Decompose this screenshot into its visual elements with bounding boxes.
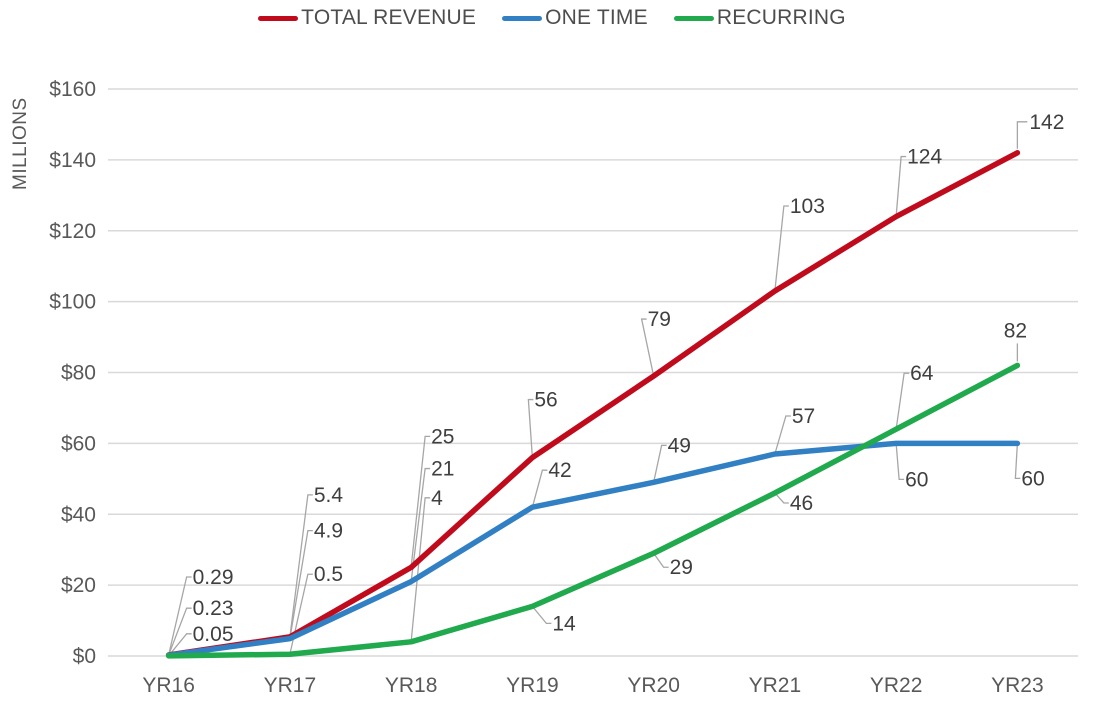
- data-label: 4.9: [314, 520, 343, 543]
- x-tick-label: YR19: [506, 674, 559, 697]
- x-tick-label: YR23: [991, 674, 1044, 697]
- y-tick-label: $80: [61, 362, 96, 385]
- data-label: 0.29: [193, 566, 234, 589]
- data-label: 79: [648, 308, 671, 331]
- series-line-one-time: [165, 440, 1021, 658]
- data-labels: 0.29 5.4 25 56 79 103 124 142 0.23 4.9 21 42 49 57 60 6…: [193, 111, 1065, 646]
- data-label: 14: [552, 612, 576, 635]
- data-label: 21: [431, 458, 454, 481]
- data-label-leader-lines: [167, 121, 1028, 657]
- data-label: 142: [1029, 111, 1064, 134]
- legend-item-total-revenue: TOTAL REVENUE: [258, 6, 476, 30]
- data-label: 46: [790, 492, 813, 515]
- data-label: 0.05: [193, 623, 234, 646]
- y-tick-label: $120: [49, 220, 96, 243]
- data-label: 49: [668, 434, 691, 457]
- y-tick-label: $140: [49, 149, 96, 172]
- data-label: 42: [548, 459, 571, 482]
- legend-label-one-time: ONE TIME: [545, 6, 648, 29]
- data-label: 56: [534, 389, 557, 412]
- data-label: 60: [905, 468, 928, 491]
- data-label: 60: [1021, 467, 1044, 490]
- x-tick-label: YR20: [627, 674, 680, 697]
- x-tick-label: YR21: [749, 674, 802, 697]
- x-axis-tick-labels: YR16 YR17 YR18 YR19 YR20 YR21 YR22 YR23: [142, 674, 1043, 697]
- data-label: 0.23: [193, 597, 234, 620]
- data-label: 103: [790, 195, 825, 218]
- y-tick-label: $60: [61, 432, 96, 455]
- data-label: 0.5: [314, 563, 343, 586]
- x-tick-label: YR22: [870, 674, 923, 697]
- series-line-total-revenue: [165, 150, 1021, 658]
- y-tick-label: $160: [49, 78, 96, 101]
- data-label: 5.4: [314, 484, 344, 507]
- data-label: 64: [910, 362, 934, 385]
- x-tick-label: YR16: [142, 674, 195, 697]
- y-axis-tick-labels: $0 $20 $40 $60 $80 $100 $120 $140 $160: [49, 78, 96, 668]
- data-label: 4: [431, 487, 443, 510]
- legend-swatch-one-time: [502, 15, 543, 21]
- legend-label-recurring: RECURRING: [716, 6, 846, 29]
- legend-swatch-recurring: [673, 15, 714, 21]
- x-tick-label: YR17: [264, 674, 317, 697]
- data-label: 29: [670, 556, 693, 579]
- y-tick-label: $100: [49, 291, 96, 314]
- y-tick-label: $40: [61, 503, 96, 526]
- y-tick-label: $0: [73, 645, 96, 668]
- legend-item-one-time: ONE TIME: [502, 6, 648, 30]
- legend-item-recurring: RECURRING: [673, 6, 846, 30]
- y-tick-label: $20: [61, 574, 96, 597]
- legend-label-total-revenue: TOTAL REVENUE: [301, 6, 477, 29]
- legend-swatch-total-revenue: [258, 15, 299, 21]
- data-label: 124: [907, 146, 942, 169]
- series-line-recurring: [165, 362, 1021, 659]
- y-axis-title: MILLIONS: [10, 97, 31, 190]
- x-tick-label: YR18: [385, 674, 438, 697]
- data-label: 25: [431, 425, 454, 448]
- chart-legend: TOTAL REVENUE ONE TIME RECURRING: [0, 6, 1104, 30]
- data-label: 57: [792, 405, 815, 428]
- data-label: 82: [1004, 319, 1027, 342]
